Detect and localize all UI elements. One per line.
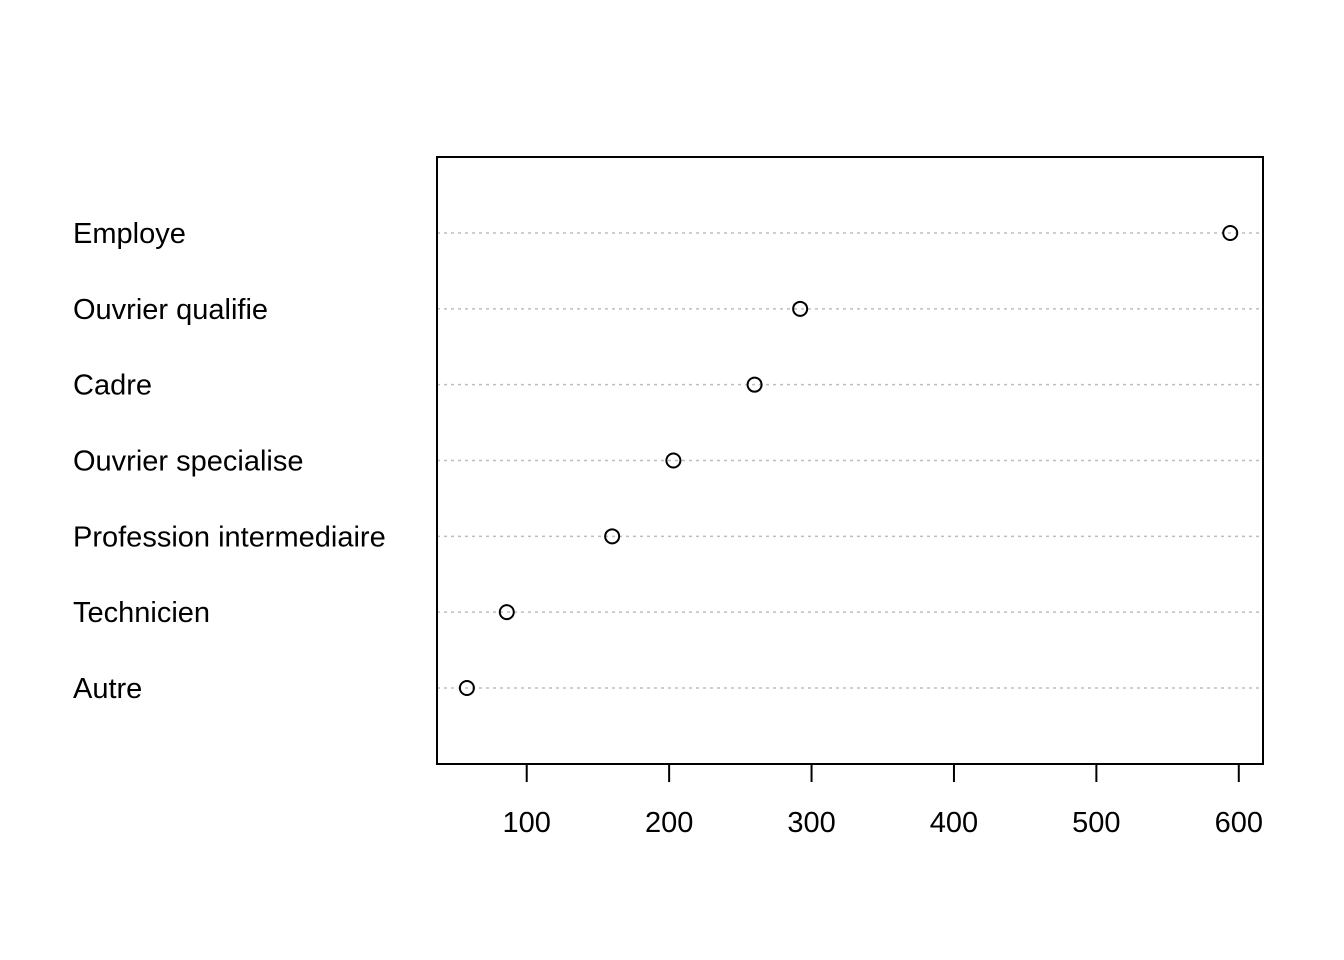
grid-lines [437, 232, 1263, 689]
x-tick-label-100: 100 [503, 807, 551, 839]
category-label-ouvrier-qualifie: Ouvrier qualifie [73, 294, 268, 326]
data-point-ouvrier-qualifie [792, 300, 809, 317]
category-label-autre: Autre [73, 673, 142, 705]
x-tick-label-400: 400 [930, 807, 978, 839]
category-label-profession-intermediaire: Profession intermediaire [73, 521, 386, 553]
data-point-autre [458, 679, 475, 696]
category-label-cadre: Cadre [73, 370, 152, 402]
plot-frame [436, 156, 1264, 765]
x-tick-label-300: 300 [787, 807, 835, 839]
category-label-employe: Employe [73, 218, 186, 250]
data-point-technicien [498, 604, 515, 621]
data-points [458, 225, 1239, 696]
data-point-ouvrier-specialise [665, 452, 682, 469]
data-point-cadre [746, 376, 763, 393]
x-tick-label-200: 200 [645, 807, 693, 839]
x-axis: 100 200 300 400 500 600 [503, 764, 1263, 839]
x-tick-label-600: 600 [1215, 807, 1263, 839]
data-point-profession-intermediaire [604, 528, 621, 545]
category-label-technicien: Technicien [73, 597, 210, 629]
x-tick-label-500: 500 [1072, 807, 1120, 839]
category-label-ouvrier-specialise: Ouvrier specialise [73, 445, 303, 477]
category-labels: Employe Ouvrier qualifie Cadre Ouvrier spec… [73, 218, 386, 705]
data-point-employe [1222, 225, 1239, 241]
